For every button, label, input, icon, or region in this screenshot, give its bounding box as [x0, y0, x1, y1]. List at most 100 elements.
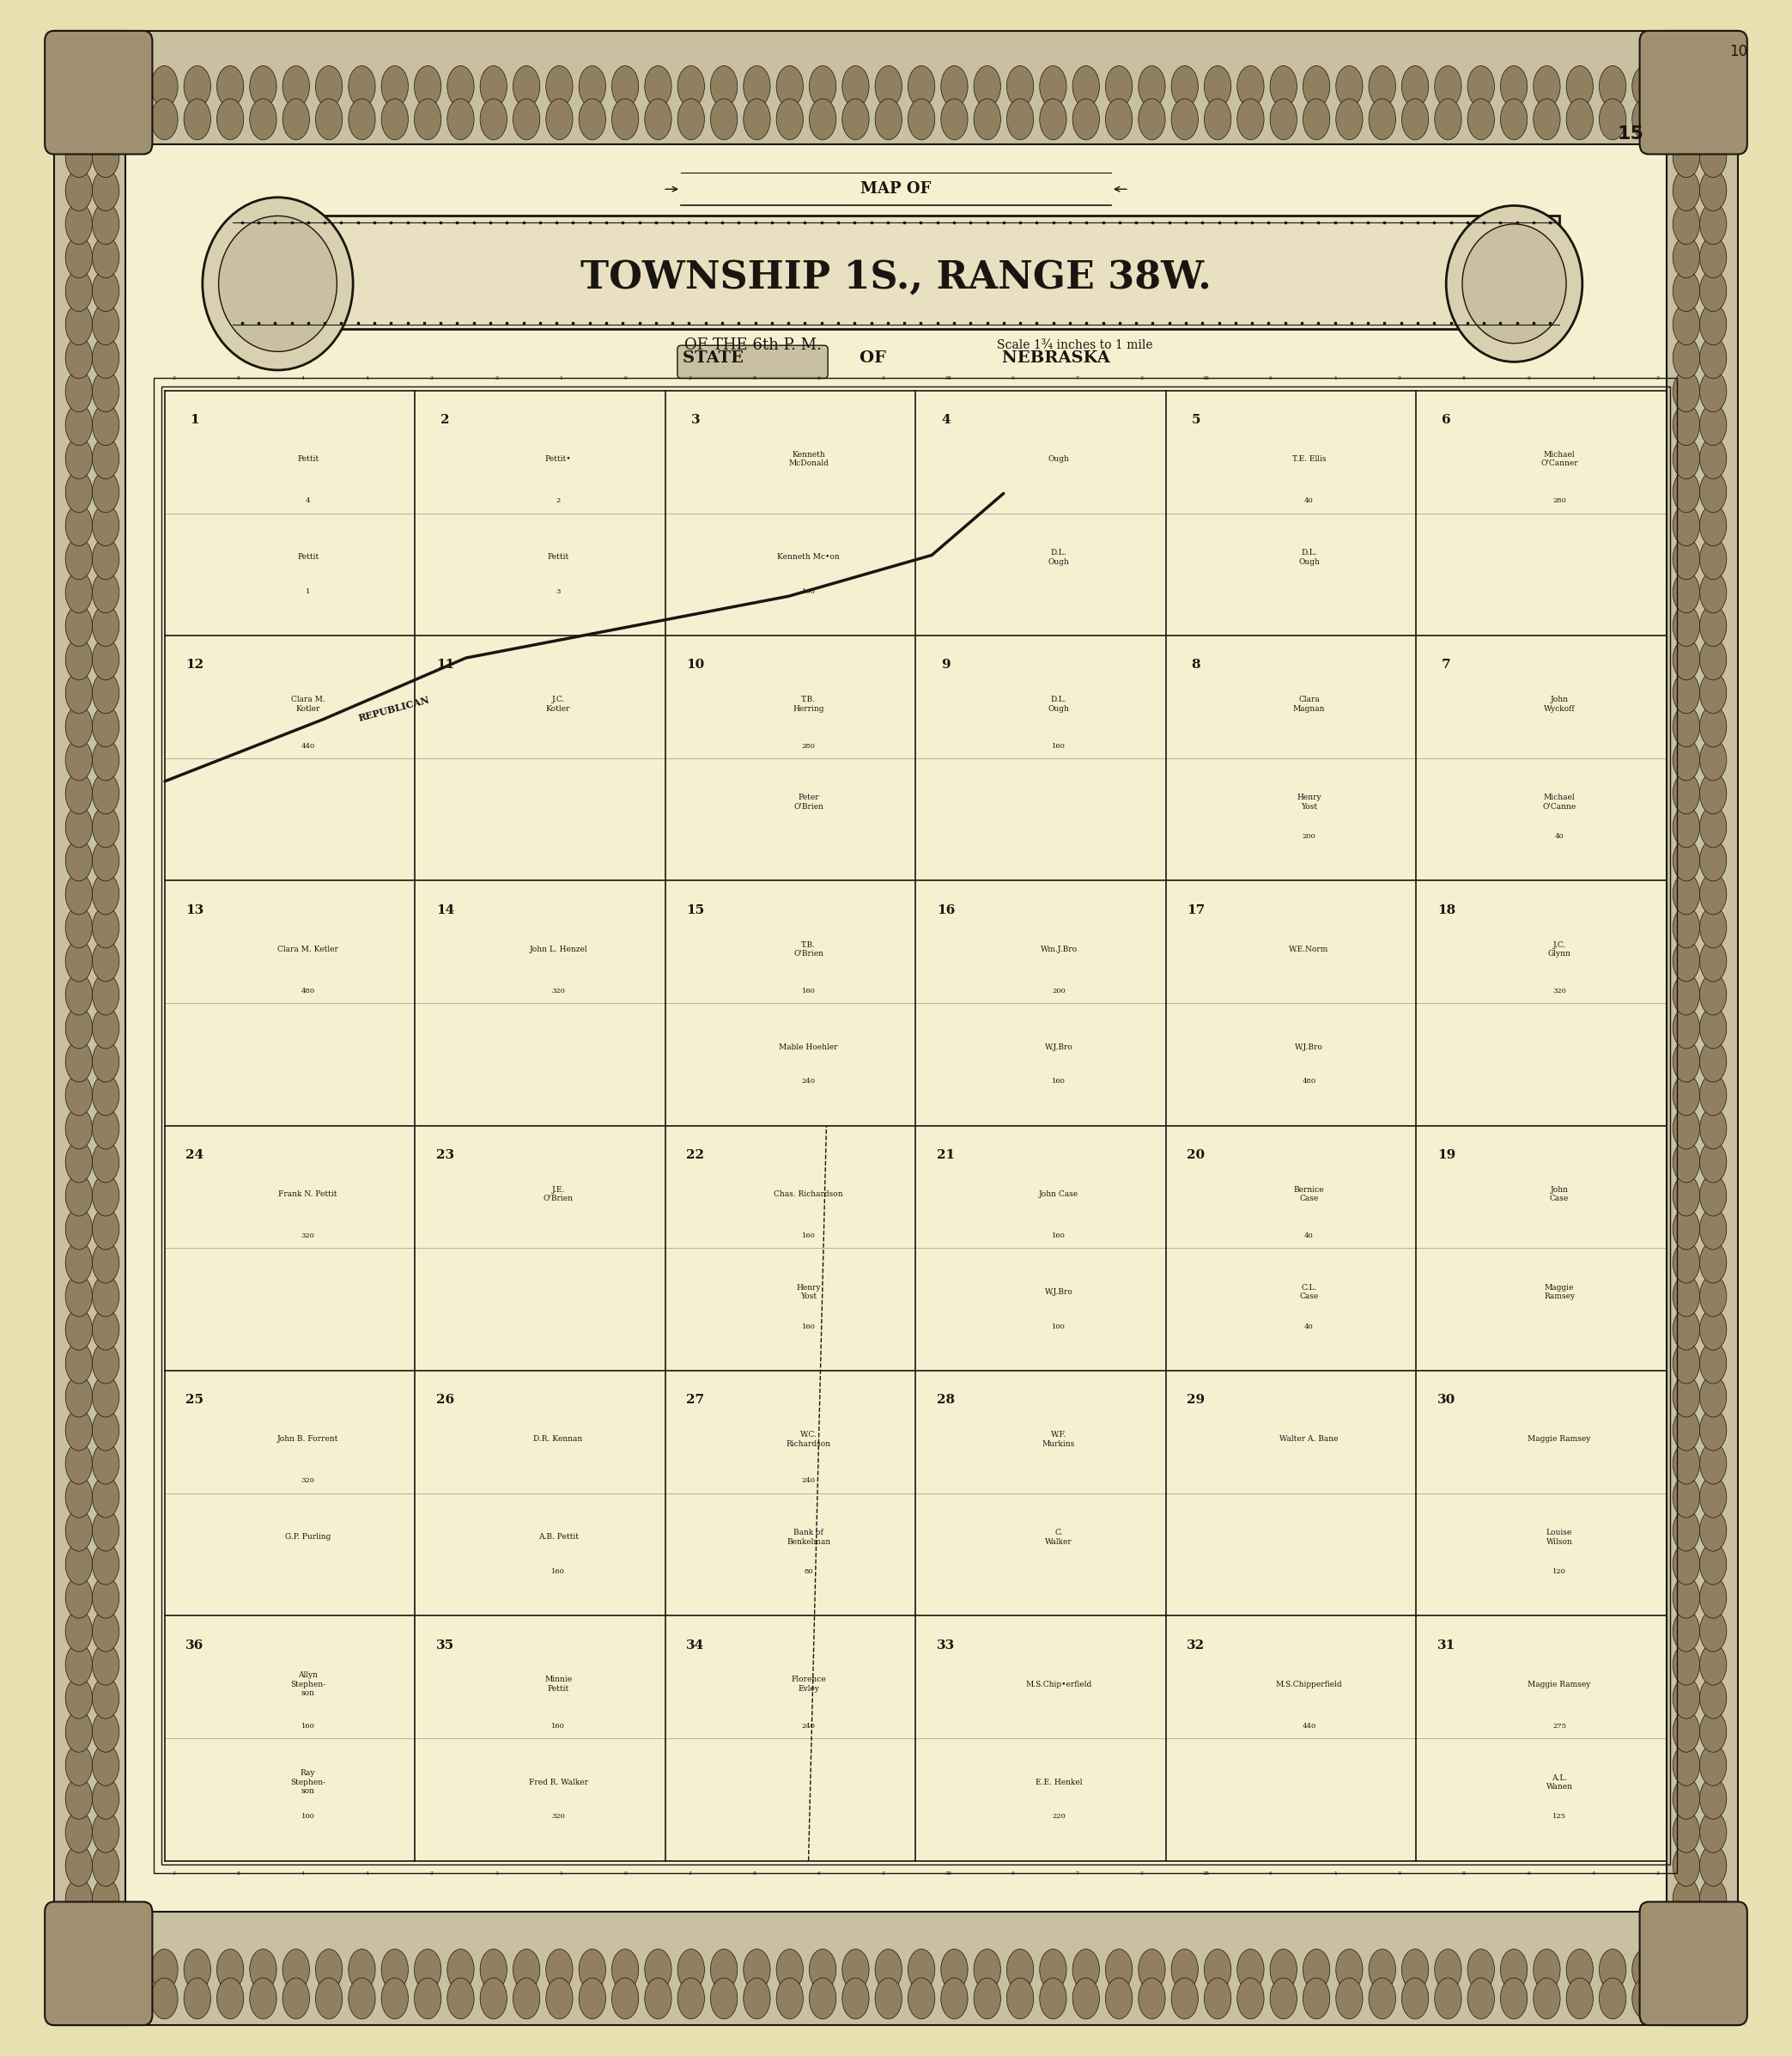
- Ellipse shape: [448, 1978, 475, 2019]
- Ellipse shape: [1701, 1343, 1727, 1384]
- Text: 34: 34: [686, 1639, 704, 1651]
- Ellipse shape: [315, 1949, 342, 1990]
- Text: 17: 17: [1186, 905, 1206, 917]
- Text: 2: 2: [441, 413, 450, 426]
- Ellipse shape: [1701, 1577, 1727, 1618]
- Ellipse shape: [710, 1949, 737, 1990]
- Ellipse shape: [1701, 1746, 1727, 1787]
- Text: Frank N. Pettit: Frank N. Pettit: [278, 1190, 337, 1199]
- Ellipse shape: [93, 1075, 118, 1116]
- Text: 240: 240: [801, 1077, 815, 1086]
- Ellipse shape: [941, 99, 968, 140]
- Ellipse shape: [1674, 773, 1699, 814]
- Ellipse shape: [65, 337, 93, 378]
- Ellipse shape: [1674, 506, 1699, 547]
- Ellipse shape: [315, 99, 342, 140]
- FancyBboxPatch shape: [45, 31, 152, 154]
- Ellipse shape: [93, 1645, 118, 1686]
- Ellipse shape: [65, 639, 93, 681]
- Text: 4: 4: [1591, 376, 1595, 380]
- Text: 7: 7: [1075, 1871, 1079, 1875]
- Text: John L. Henzel: John L. Henzel: [529, 946, 588, 954]
- Ellipse shape: [93, 1141, 118, 1182]
- Ellipse shape: [1674, 1443, 1699, 1484]
- Ellipse shape: [448, 99, 475, 140]
- Ellipse shape: [1435, 66, 1462, 107]
- Ellipse shape: [842, 1949, 869, 1990]
- Text: Clara M.
Kotler: Clara M. Kotler: [290, 695, 324, 713]
- Text: 220: 220: [1052, 1813, 1066, 1820]
- Ellipse shape: [1039, 99, 1066, 140]
- Ellipse shape: [448, 1949, 475, 1990]
- Text: 280: 280: [1552, 498, 1566, 504]
- Ellipse shape: [93, 1375, 118, 1417]
- Ellipse shape: [710, 66, 737, 107]
- Bar: [54, 31, 1738, 144]
- Ellipse shape: [93, 639, 118, 681]
- Ellipse shape: [1701, 405, 1727, 446]
- Ellipse shape: [1401, 99, 1428, 140]
- Text: 6: 6: [1527, 1871, 1530, 1875]
- Ellipse shape: [1204, 1978, 1231, 2019]
- Ellipse shape: [1701, 1242, 1727, 1283]
- Ellipse shape: [1674, 806, 1699, 847]
- Text: 24: 24: [186, 1149, 204, 1162]
- Ellipse shape: [1701, 1174, 1727, 1215]
- Ellipse shape: [1303, 99, 1330, 140]
- Text: 36: 36: [186, 1639, 204, 1651]
- Text: Walter A. Bane: Walter A. Bane: [1279, 1435, 1339, 1443]
- Text: 160: 160: [1052, 742, 1066, 748]
- Ellipse shape: [1674, 1242, 1699, 1283]
- Text: D.L.
Ough: D.L. Ough: [1048, 695, 1070, 713]
- Text: 13: 13: [186, 905, 204, 917]
- Text: Ough: Ough: [1048, 454, 1070, 463]
- Ellipse shape: [1039, 1978, 1066, 2019]
- Ellipse shape: [249, 99, 276, 140]
- Bar: [154, 378, 1677, 1873]
- Ellipse shape: [217, 66, 244, 107]
- Text: Louise
Wilson: Louise Wilson: [1546, 1530, 1573, 1546]
- Ellipse shape: [1598, 66, 1625, 107]
- Ellipse shape: [348, 1949, 375, 1990]
- Text: John
Case: John Case: [1550, 1186, 1568, 1203]
- Ellipse shape: [65, 604, 93, 646]
- Ellipse shape: [1007, 66, 1034, 107]
- Ellipse shape: [1674, 940, 1699, 981]
- Ellipse shape: [65, 236, 93, 278]
- Ellipse shape: [1674, 438, 1699, 479]
- Ellipse shape: [909, 99, 935, 140]
- Ellipse shape: [65, 1746, 93, 1787]
- Ellipse shape: [1633, 66, 1659, 107]
- Ellipse shape: [93, 1811, 118, 1852]
- Ellipse shape: [1468, 1949, 1495, 1990]
- Ellipse shape: [65, 907, 93, 948]
- Ellipse shape: [151, 1949, 177, 1990]
- Text: 3: 3: [430, 1871, 434, 1875]
- Ellipse shape: [65, 103, 93, 144]
- Circle shape: [1462, 224, 1566, 343]
- Ellipse shape: [1674, 1711, 1699, 1752]
- Text: 3: 3: [172, 1871, 176, 1875]
- Ellipse shape: [65, 1811, 93, 1852]
- Text: 27: 27: [686, 1394, 704, 1406]
- Ellipse shape: [93, 907, 118, 948]
- Text: 320: 320: [1552, 987, 1566, 995]
- Ellipse shape: [776, 1978, 803, 2019]
- Ellipse shape: [1598, 1978, 1625, 2019]
- Ellipse shape: [414, 99, 441, 140]
- Ellipse shape: [1674, 269, 1699, 310]
- Text: 38: 38: [944, 376, 952, 380]
- Text: Scale 1¾ inches to 1 mile: Scale 1¾ inches to 1 mile: [996, 339, 1154, 352]
- Ellipse shape: [65, 1007, 93, 1049]
- Text: 6: 6: [1011, 376, 1014, 380]
- FancyBboxPatch shape: [1640, 1902, 1747, 2025]
- Ellipse shape: [65, 1375, 93, 1417]
- Ellipse shape: [1435, 99, 1462, 140]
- Ellipse shape: [1701, 1476, 1727, 1517]
- Ellipse shape: [283, 1949, 310, 1990]
- Bar: [54, 31, 125, 2025]
- Ellipse shape: [1674, 604, 1699, 646]
- Ellipse shape: [1007, 1949, 1034, 1990]
- Ellipse shape: [645, 99, 672, 140]
- Ellipse shape: [1674, 1141, 1699, 1182]
